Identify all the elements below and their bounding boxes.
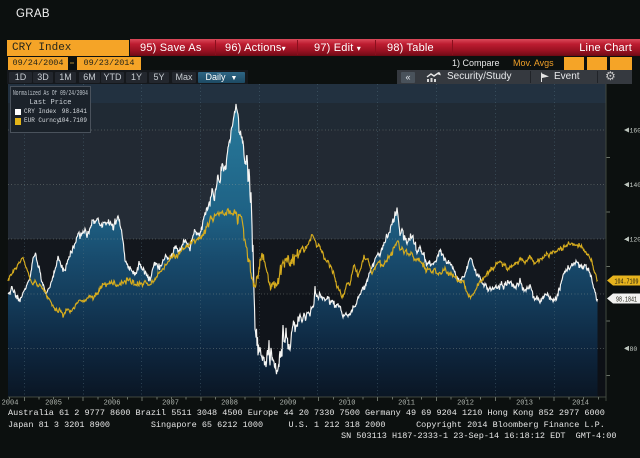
svg-text:2013: 2013 <box>516 400 533 408</box>
svg-text:2009: 2009 <box>280 400 297 408</box>
svg-text:98.1841: 98.1841 <box>616 296 637 304</box>
svg-text:2014: 2014 <box>572 400 589 408</box>
svg-text:160: 160 <box>630 128 640 135</box>
svg-text:104.7109: 104.7109 <box>615 278 639 286</box>
svg-text:120: 120 <box>630 237 640 244</box>
svg-text:80: 80 <box>630 346 638 353</box>
svg-text:140: 140 <box>630 182 640 189</box>
svg-text:2007: 2007 <box>162 400 179 408</box>
svg-text:2008: 2008 <box>221 400 238 408</box>
svg-text:2004: 2004 <box>2 400 19 408</box>
svg-text:2005: 2005 <box>45 400 62 408</box>
svg-text:2012: 2012 <box>457 400 474 408</box>
svg-text:2010: 2010 <box>339 400 356 408</box>
svg-text:2011: 2011 <box>398 400 415 408</box>
svg-text:2006: 2006 <box>104 400 121 408</box>
